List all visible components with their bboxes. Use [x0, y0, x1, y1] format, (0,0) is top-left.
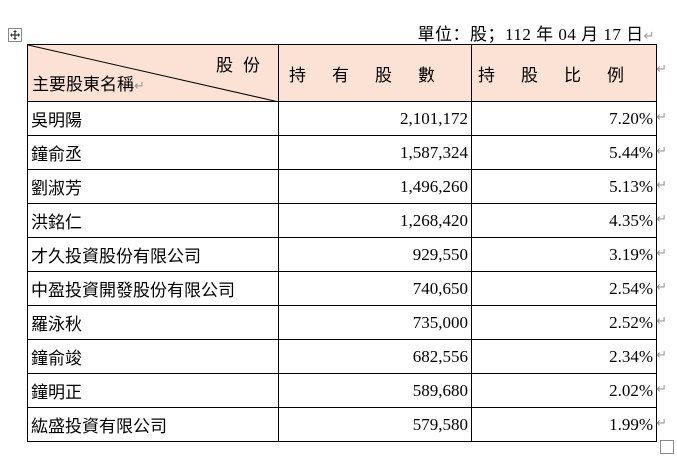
- table-row: 才久投資股份有限公司 929,550 3.19%: [27, 237, 657, 272]
- shares-held-cell: 1,268,420: [278, 203, 472, 238]
- unit-date-line: 單位：股；112 年 04 月 17 日↵: [417, 20, 655, 45]
- corner-header-bottom: 主要股東名稱↵: [32, 70, 145, 95]
- column-header-ratio: 持股比例: [471, 44, 657, 102]
- shareholder-name-cell: 鐘俞竣: [27, 339, 279, 374]
- holding-ratio-cell: 1.99%: [471, 407, 657, 442]
- table-row: 劉淑芳 1,496,260 5.13%: [27, 169, 657, 204]
- row-end-mark-icon: ↵: [656, 280, 667, 295]
- shareholder-name-cell: 羅泳秋: [27, 305, 279, 340]
- shareholder-name-cell: 才久投資股份有限公司: [27, 237, 279, 272]
- row-end-mark-icon: ↵: [656, 246, 667, 261]
- table-move-handle-icon[interactable]: [8, 28, 22, 42]
- holding-ratio-cell: 4.35%: [471, 203, 657, 238]
- row-end-mark-icon: ↵: [656, 178, 667, 193]
- shareholder-name-cell: 鐘明正: [27, 373, 279, 408]
- unit-date-text: 單位：股；112 年 04 月 17 日: [417, 25, 644, 44]
- holding-ratio-cell: 3.19%: [471, 237, 657, 272]
- shareholder-name-cell: 鐘俞丞: [27, 135, 279, 170]
- shares-held-cell: 682,556: [278, 339, 472, 374]
- corner-header-cell: 股份 主要股東名稱↵: [27, 44, 279, 102]
- shares-held-cell: 2,101,172: [278, 101, 472, 136]
- row-end-mark-icon: ↵: [656, 110, 667, 125]
- table-row: 紘盛投資有限公司 579,580 1.99%: [27, 407, 657, 442]
- corner-header-bottom-text: 主要股東名稱: [32, 75, 134, 95]
- shareholder-name-cell: 吳明陽: [27, 101, 279, 136]
- holding-ratio-cell: 2.34%: [471, 339, 657, 374]
- holding-ratio-cell: 5.13%: [471, 169, 657, 204]
- holding-ratio-cell: 5.44%: [471, 135, 657, 170]
- shares-held-cell: 589,680: [278, 373, 472, 408]
- shares-held-cell: 579,580: [278, 407, 472, 442]
- shares-held-cell: 929,550: [278, 237, 472, 272]
- table-resize-handle-icon[interactable]: [660, 440, 674, 454]
- table-row: 洪銘仁 1,268,420 4.35%: [27, 203, 657, 238]
- holding-ratio-cell: 2.54%: [471, 271, 657, 306]
- row-end-mark-icon: ↵: [656, 382, 667, 397]
- row-end-mark-icon: ↵: [656, 348, 667, 363]
- shareholder-name-cell: 中盈投資開發股份有限公司: [27, 271, 279, 306]
- shares-held-cell: 735,000: [278, 305, 472, 340]
- row-end-mark-icon: ↵: [656, 144, 667, 159]
- table-header-row: 股份 主要股東名稱↵ 持有股數 持股比例: [27, 44, 657, 102]
- diagonal-line: [28, 45, 275, 101]
- table-row: 鐘俞丞 1,587,324 5.44%: [27, 135, 657, 170]
- row-end-mark-icon: ↵: [656, 212, 667, 227]
- corner-header-top: 股份: [216, 56, 270, 76]
- table-row: 鐘明正 589,680 2.02%: [27, 373, 657, 408]
- table-row: 鐘俞竣 682,556 2.34%: [27, 339, 657, 374]
- table-row: 羅泳秋 735,000 2.52%: [27, 305, 657, 340]
- shareholder-name-cell: 劉淑芳: [27, 169, 279, 204]
- holding-ratio-cell: 7.20%: [471, 101, 657, 136]
- row-end-mark-icon: ↵: [656, 416, 667, 431]
- row-end-mark-icon: ↵: [656, 62, 667, 77]
- shares-held-cell: 1,496,260: [278, 169, 472, 204]
- row-end-mark-icon: ↵: [656, 314, 667, 329]
- paragraph-mark-icon: ↵: [643, 29, 655, 44]
- table-row: 吳明陽 2,101,172 7.20%: [27, 101, 657, 136]
- holding-ratio-cell: 2.02%: [471, 373, 657, 408]
- shareholder-table: 股份 主要股東名稱↵ 持有股數 持股比例 吳明陽 2,101,172 7.20% 鐘俞…: [27, 44, 657, 442]
- table-row: 中盈投資開發股份有限公司 740,650 2.54%: [27, 271, 657, 306]
- shares-held-cell: 740,650: [278, 271, 472, 306]
- paragraph-mark-icon: ↵: [134, 79, 145, 94]
- shareholder-name-cell: 紘盛投資有限公司: [27, 407, 279, 442]
- shareholder-name-cell: 洪銘仁: [27, 203, 279, 238]
- holding-ratio-cell: 2.52%: [471, 305, 657, 340]
- shares-held-cell: 1,587,324: [278, 135, 472, 170]
- column-header-shares: 持有股數: [278, 44, 472, 102]
